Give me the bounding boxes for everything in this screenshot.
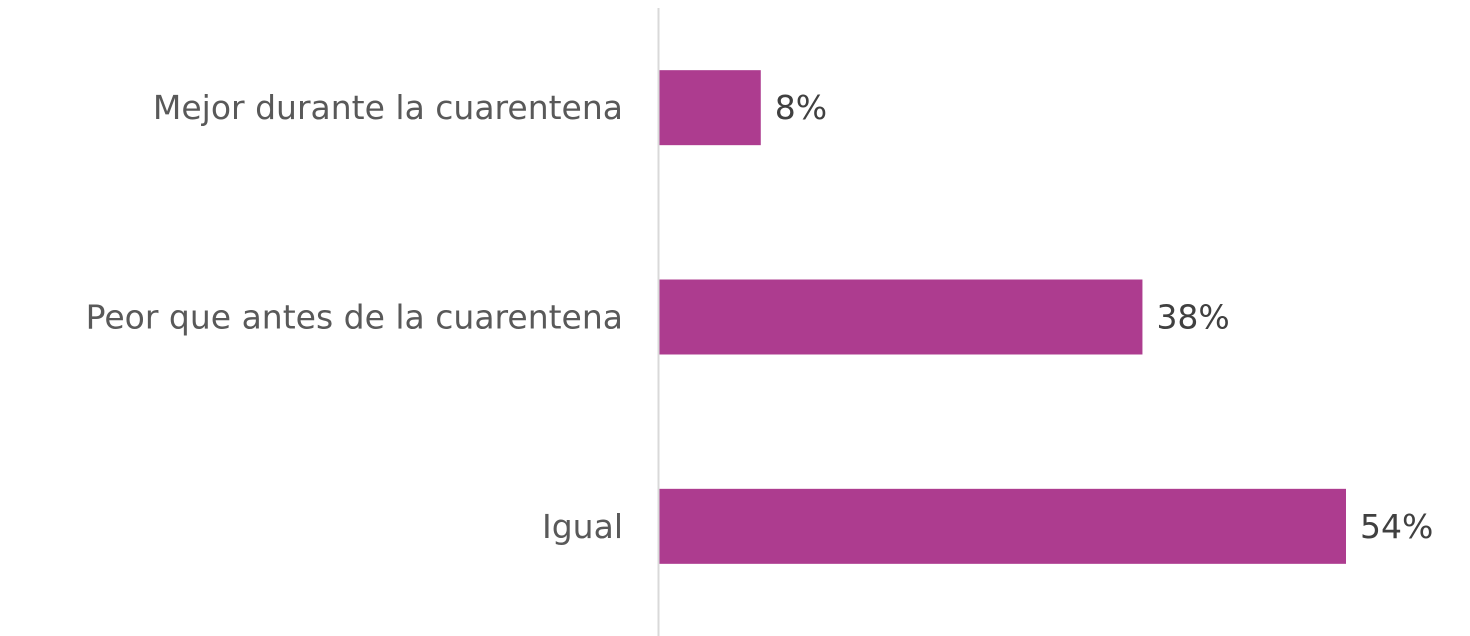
value-label-peor-que-antes-de-la-cuarentena: 38% [1156,298,1229,337]
category-label-igual: Igual [542,507,623,546]
bars-layer [659,70,1346,564]
bar-peor-que-antes-de-la-cuarentena [659,280,1142,355]
bar-igual [659,489,1346,564]
value-label-mejor-durante-la-cuarentena: 8% [775,88,827,127]
value-label-igual: 54% [1360,507,1433,546]
category-label-peor-que-antes-de-la-cuarentena: Peor que antes de la cuarentena [86,298,623,337]
category-label-mejor-durante-la-cuarentena: Mejor durante la cuarentena [153,88,623,127]
bar-mejor-durante-la-cuarentena [659,70,761,145]
